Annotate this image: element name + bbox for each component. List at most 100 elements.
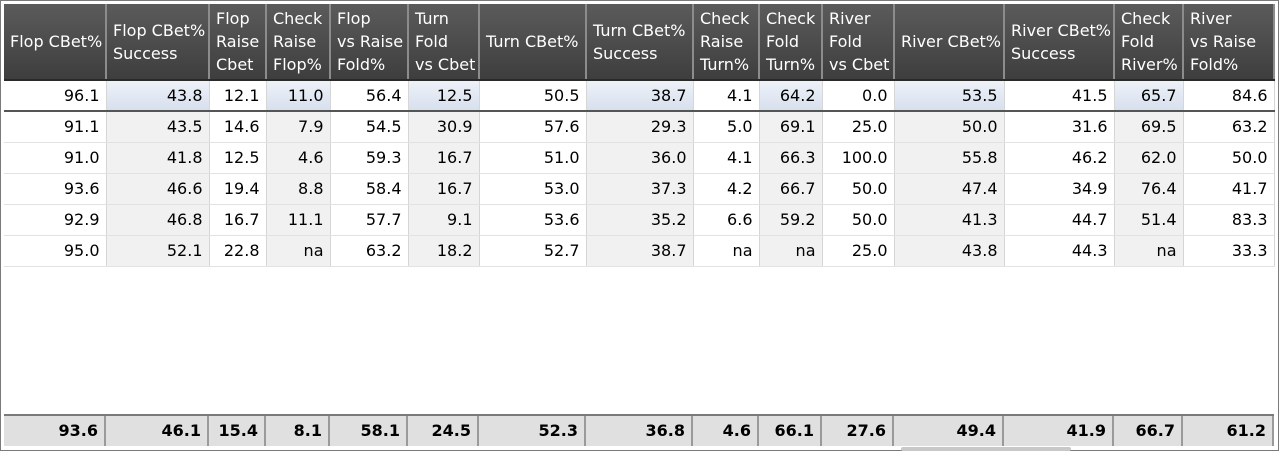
table-cell[interactable]: 9.1 — [408, 204, 480, 236]
column-header-check-fold-turn[interactable]: Check Fold Turn% — [759, 4, 823, 81]
table-cell[interactable]: 59.2 — [759, 204, 823, 236]
table-row[interactable]: 91.0 41.8 12.5 4.6 59.3 16.7 51.0 36.0 4.1 66.3 10… — [4, 142, 1275, 174]
table-cell[interactable]: 29.3 — [586, 111, 694, 143]
table-row[interactable]: 93.6 46.6 19.4 8.8 58.4 16.7 53.0 37.3 4.2 66.7 50… — [4, 173, 1275, 205]
table-cell[interactable]: 46.6 — [106, 173, 210, 205]
table-cell[interactable]: 96.1 — [4, 80, 107, 112]
table-cell[interactable]: 100.0 — [822, 142, 895, 174]
table-cell[interactable]: 4.1 — [693, 142, 760, 174]
table-cell[interactable]: 69.1 — [759, 111, 823, 143]
table-cell[interactable]: 57.6 — [479, 111, 587, 143]
table-cell[interactable]: 30.9 — [408, 111, 480, 143]
table-row[interactable]: 91.1 43.5 14.6 7.9 54.5 30.9 57.6 29.3 5.0 69.1 25… — [4, 111, 1275, 143]
table-cell[interactable]: na — [759, 235, 823, 267]
table-row[interactable]: 96.1 43.8 12.1 11.0 56.4 12.5 50.5 38.7 4.1 64.2 0… — [4, 80, 1275, 112]
table-cell[interactable]: 0.0 — [822, 80, 895, 112]
table-cell[interactable]: 50.0 — [822, 173, 895, 205]
table-cell[interactable]: 25.0 — [822, 235, 895, 267]
table-cell[interactable]: 22.8 — [209, 235, 267, 267]
column-header-flop-vs-raise-fold[interactable]: Flop vs Raise Fold% — [330, 4, 409, 81]
table-cell[interactable]: 4.6 — [266, 142, 331, 174]
horizontal-scrollbar[interactable] — [901, 447, 1071, 451]
table-cell[interactable]: 12.5 — [408, 80, 480, 112]
table-cell[interactable]: 83.3 — [1183, 204, 1275, 236]
table-cell[interactable]: 36.0 — [586, 142, 694, 174]
table-cell[interactable]: 57.7 — [330, 204, 409, 236]
table-cell[interactable]: 16.7 — [209, 204, 267, 236]
column-header-turn-cbet-success[interactable]: Turn CBet% Success — [586, 4, 694, 81]
column-header-check-raise-turn[interactable]: Check Raise Turn% — [693, 4, 760, 81]
table-cell[interactable]: 18.2 — [408, 235, 480, 267]
table-cell[interactable]: 95.0 — [4, 235, 107, 267]
table-row[interactable]: 95.0 52.1 22.8 na 63.2 18.2 52.7 38.7 na na 25.0 43… — [4, 235, 1275, 267]
column-header-flop-raise-cbet[interactable]: Flop Raise Cbet — [209, 4, 267, 81]
table-cell[interactable]: 66.3 — [759, 142, 823, 174]
table-cell[interactable]: 46.8 — [106, 204, 210, 236]
table-cell[interactable]: 6.6 — [693, 204, 760, 236]
table-cell[interactable]: 91.1 — [4, 111, 107, 143]
table-cell[interactable]: 69.5 — [1114, 111, 1184, 143]
table-cell[interactable]: 47.4 — [894, 173, 1005, 205]
table-cell[interactable]: na — [1114, 235, 1184, 267]
table-cell[interactable]: 84.6 — [1183, 80, 1275, 112]
table-cell[interactable]: 11.1 — [266, 204, 331, 236]
column-header-turn-cbet[interactable]: Turn CBet% — [479, 4, 587, 81]
table-cell[interactable]: 46.2 — [1004, 142, 1115, 174]
table-cell[interactable]: 59.3 — [330, 142, 409, 174]
table-cell[interactable]: 51.4 — [1114, 204, 1184, 236]
column-header-flop-cbet-success[interactable]: Flop CBet% Success — [106, 4, 210, 81]
table-cell[interactable]: 37.3 — [586, 173, 694, 205]
column-header-river-cbet[interactable]: River CBet% — [894, 4, 1005, 81]
table-cell[interactable]: 50.5 — [479, 80, 587, 112]
table-cell[interactable]: 66.7 — [759, 173, 823, 205]
table-cell[interactable]: 38.7 — [586, 235, 694, 267]
table-cell[interactable]: 50.0 — [894, 111, 1005, 143]
table-cell[interactable]: 50.0 — [1183, 142, 1275, 174]
column-header-river-fold-vs-cbet[interactable]: River Fold vs Cbet — [822, 4, 895, 81]
table-cell[interactable]: 41.7 — [1183, 173, 1275, 205]
table-cell[interactable]: 11.0 — [266, 80, 331, 112]
table-cell[interactable]: 12.1 — [209, 80, 267, 112]
table-cell[interactable]: 44.3 — [1004, 235, 1115, 267]
table-cell[interactable]: 12.5 — [209, 142, 267, 174]
table-cell[interactable]: 14.6 — [209, 111, 267, 143]
table-cell[interactable]: 55.8 — [894, 142, 1005, 174]
table-cell[interactable]: 7.9 — [266, 111, 331, 143]
table-cell[interactable]: 51.0 — [479, 142, 587, 174]
table-cell[interactable]: 91.0 — [4, 142, 107, 174]
table-cell[interactable]: 76.4 — [1114, 173, 1184, 205]
table-cell[interactable]: 35.2 — [586, 204, 694, 236]
table-cell[interactable]: 52.7 — [479, 235, 587, 267]
table-cell[interactable]: 19.4 — [209, 173, 267, 205]
table-cell[interactable]: 50.0 — [822, 204, 895, 236]
table-cell[interactable]: na — [693, 235, 760, 267]
table-cell[interactable]: 63.2 — [1183, 111, 1275, 143]
table-cell[interactable]: 58.4 — [330, 173, 409, 205]
table-cell[interactable]: 4.1 — [693, 80, 760, 112]
table-cell[interactable]: 53.5 — [894, 80, 1005, 112]
table-cell[interactable]: 53.6 — [479, 204, 587, 236]
table-cell[interactable]: 44.7 — [1004, 204, 1115, 236]
table-cell[interactable]: 16.7 — [408, 173, 480, 205]
table-cell[interactable]: 63.2 — [330, 235, 409, 267]
column-header-river-vs-raise-fold[interactable]: River vs Raise Fold% — [1183, 4, 1275, 81]
column-header-check-raise-flop[interactable]: Check Raise Flop% — [266, 4, 331, 81]
table-cell[interactable]: 62.0 — [1114, 142, 1184, 174]
table-cell[interactable]: 43.8 — [106, 80, 210, 112]
table-cell[interactable]: 64.2 — [759, 80, 823, 112]
table-cell[interactable]: 34.9 — [1004, 173, 1115, 205]
table-cell[interactable]: 16.7 — [408, 142, 480, 174]
table-cell[interactable]: 56.4 — [330, 80, 409, 112]
table-cell[interactable]: 92.9 — [4, 204, 107, 236]
table-cell[interactable]: 65.7 — [1114, 80, 1184, 112]
table-cell[interactable]: 4.2 — [693, 173, 760, 205]
table-cell[interactable]: na — [266, 235, 331, 267]
table-cell[interactable]: 52.1 — [106, 235, 210, 267]
column-header-check-fold-river[interactable]: Check Fold River% — [1114, 4, 1184, 81]
table-cell[interactable]: 53.0 — [479, 173, 587, 205]
table-cell[interactable]: 5.0 — [693, 111, 760, 143]
table-cell[interactable]: 33.3 — [1183, 235, 1275, 267]
table-cell[interactable]: 43.8 — [894, 235, 1005, 267]
table-cell[interactable]: 25.0 — [822, 111, 895, 143]
table-cell[interactable]: 8.8 — [266, 173, 331, 205]
